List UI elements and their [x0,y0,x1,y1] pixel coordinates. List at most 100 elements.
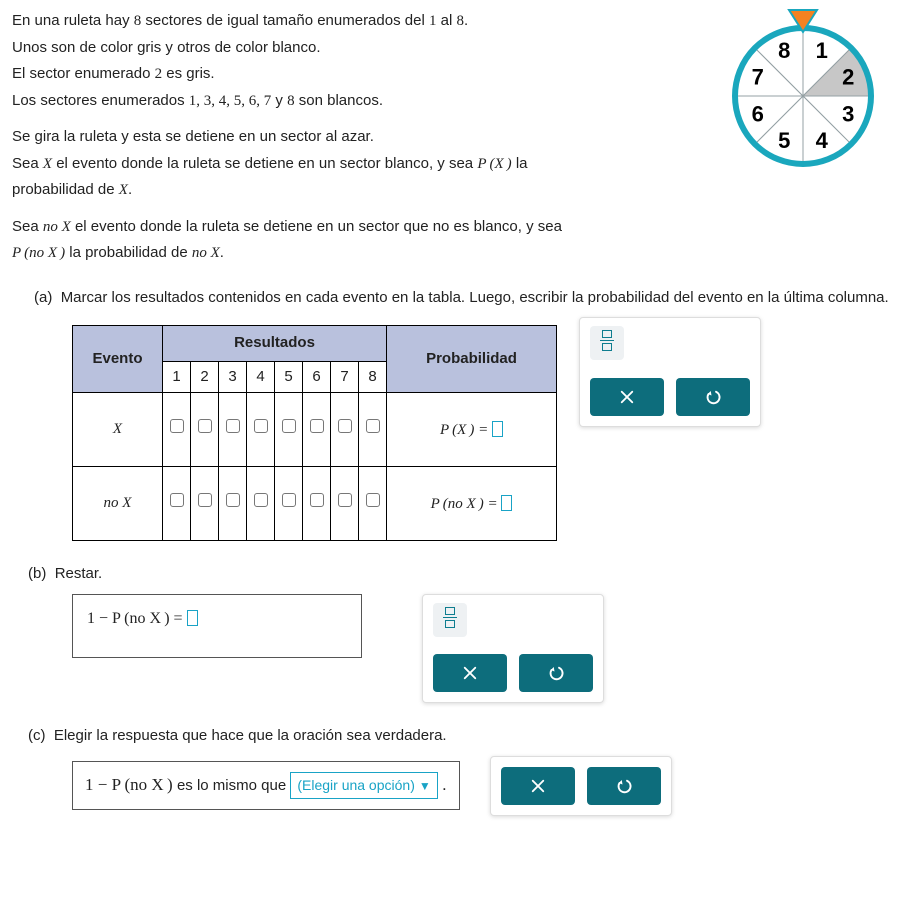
intro-line-9: P (no X ) la probabilidad de no X. [12,242,703,265]
t: y [271,92,287,109]
checkbox-nox-8[interactable] [359,467,387,541]
col-num-2: 2 [191,361,219,393]
undo-button[interactable] [676,378,750,416]
checkbox-x-6[interactable] [303,393,331,467]
col-num-7: 7 [331,361,359,393]
col-num-5: 5 [275,361,303,393]
t: En una ruleta hay [12,12,134,29]
part-b-expression: 1 − P (no X ) = [72,594,362,658]
t: Elegir la respuesta que hace que la orac… [54,727,447,744]
t: . [220,244,224,261]
col-num-1: 1 [163,361,191,393]
checkbox-nox-7[interactable] [331,467,359,541]
x-icon [529,777,547,795]
col-num-8: 8 [359,361,387,393]
svg-text:2: 2 [842,64,854,89]
t: sectores de igual tamaño enumerados del [141,12,429,29]
undo-icon [704,388,722,406]
choice-dropdown[interactable]: (Elegir una opción)▼ [290,772,437,799]
x-icon [461,664,479,682]
tool-panel-b [422,594,604,704]
event-nox-name: no X [73,467,163,541]
t: probabilidad de [12,181,119,198]
svg-text:4: 4 [816,128,829,153]
intro-line-5: Se gira la ruleta y esta se detiene en u… [12,126,703,149]
part-c-sentence: 1 − P (no X ) es lo mismo que (Elegir un… [72,761,460,811]
intro-line-6: Sea X el evento donde la ruleta se detie… [12,153,703,176]
intro-line-2: Unos son de color gris y otros de color … [12,37,703,60]
chevron-down-icon: ▼ [419,779,431,793]
t: 1 − P (no X ) = [87,610,187,627]
t: P (X ) [477,156,511,172]
problem-statement: En una ruleta hay 8 sectores de igual ta… [12,10,903,265]
t: (b) [28,565,46,582]
answer-box[interactable] [492,421,503,437]
spinner-diagram: 12345678 [723,4,883,174]
t: . [464,12,468,29]
svg-text:7: 7 [752,64,764,89]
undo-icon [615,777,633,795]
checkbox-x-3[interactable] [219,393,247,467]
t: Los sectores enumerados [12,92,189,109]
close-button[interactable] [501,767,575,805]
part-b-label: (b) Restar. [28,563,903,586]
checkbox-x-1[interactable] [163,393,191,467]
intro-line-3: El sector enumerado 2 es gris. [12,63,703,86]
t: el evento donde la ruleta se detiene en … [52,155,477,172]
checkbox-x-4[interactable] [247,393,275,467]
checkbox-x-2[interactable] [191,393,219,467]
checkbox-nox-3[interactable] [219,467,247,541]
svg-text:6: 6 [752,102,764,127]
answer-box[interactable] [501,495,512,511]
col-num-6: 6 [303,361,331,393]
answer-box[interactable] [187,610,198,626]
t: El sector enumerado [12,65,155,82]
checkbox-nox-2[interactable] [191,467,219,541]
intro-line-8: Sea no X el evento donde la ruleta se de… [12,216,703,239]
svg-text:8: 8 [778,38,790,63]
checkbox-nox-6[interactable] [303,467,331,541]
checkbox-nox-4[interactable] [247,467,275,541]
close-button[interactable] [433,654,507,692]
t: el evento donde la ruleta se detiene en … [71,218,562,235]
col-num-4: 4 [247,361,275,393]
tool-panel-c [490,756,672,816]
col-resultados: Resultados [163,326,387,362]
t: . [128,181,132,198]
undo-button[interactable] [587,767,661,805]
col-probabilidad: Probabilidad [387,326,557,393]
close-button[interactable] [590,378,664,416]
x-icon [618,388,636,406]
t: (a) [34,289,52,306]
undo-icon [547,664,565,682]
t: (c) [28,727,46,744]
checkbox-x-5[interactable] [275,393,303,467]
event-x-name: X [73,393,163,467]
t: 1 − P (no X ) [85,775,173,794]
t: no X [43,219,71,235]
t: Sea [12,218,43,235]
tool-panel-a [579,317,761,427]
t: . [442,775,447,794]
checkbox-nox-1[interactable] [163,467,191,541]
t: son blancos. [295,92,383,109]
svg-text:5: 5 [778,128,790,153]
t: no X [192,245,220,261]
svg-text:3: 3 [842,102,854,127]
fraction-button[interactable] [433,603,467,637]
col-evento: Evento [73,326,163,393]
t: es lo mismo que [177,777,290,794]
events-table: Evento Resultados Probabilidad 12345678 … [72,325,557,541]
checkbox-nox-5[interactable] [275,467,303,541]
prob-x: P (X ) = [387,393,557,467]
checkbox-x-8[interactable] [359,393,387,467]
undo-button[interactable] [519,654,593,692]
t: Restar. [55,565,103,582]
col-num-3: 3 [219,361,247,393]
t: la [512,155,528,172]
t: la probabilidad de [65,244,192,261]
checkbox-x-7[interactable] [331,393,359,467]
fraction-button[interactable] [590,326,624,360]
t: Sea [12,155,43,172]
intro-line-4: Los sectores enumerados 1, 3, 4, 5, 6, 7… [12,90,703,113]
